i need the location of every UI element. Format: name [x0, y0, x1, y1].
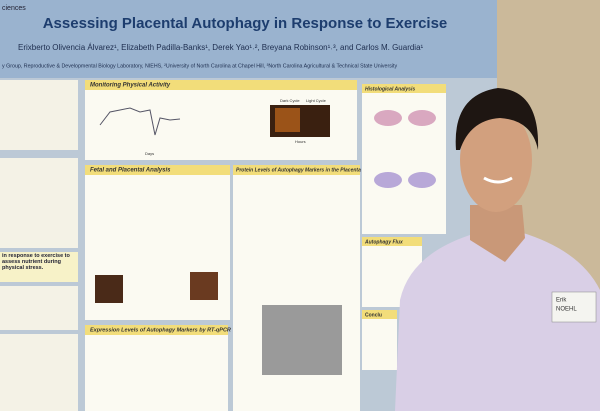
image: [190, 272, 218, 300]
section-title: Expression Levels of Autophagy Markers b…: [90, 327, 231, 333]
hair: [455, 88, 539, 150]
section-title: Histological Analysis: [365, 86, 415, 92]
name-tag: [551, 291, 597, 323]
panel-header: [233, 165, 360, 175]
panel-header: [362, 310, 397, 319]
title-bar: [0, 0, 497, 78]
image: [95, 275, 123, 303]
name-tag-text: NOEHL: [556, 307, 577, 313]
tissue: [374, 172, 402, 188]
panel: [85, 325, 228, 411]
neck: [470, 205, 525, 262]
left-note-box: in response to exercise to assess nutrie…: [2, 253, 70, 271]
panel-header: [85, 325, 228, 335]
section-title: Conclu: [365, 312, 382, 318]
section-title: Protein Levels of Autophagy Markers in t…: [236, 167, 361, 173]
section-title: Monitoring Physical Activity: [90, 83, 171, 89]
panel: [0, 334, 78, 411]
tissue: [408, 110, 436, 126]
panel-header: [362, 84, 446, 93]
panel: [362, 310, 397, 370]
axis-label: Hours: [295, 139, 306, 144]
face: [460, 108, 532, 212]
panel: [0, 80, 78, 150]
poster-title: Assessing Placental Autophagy in Respons…: [43, 15, 448, 32]
axis-label: Days: [145, 151, 154, 156]
section-title: Fetal and Placental Analysis: [90, 168, 171, 174]
panel-header: [362, 237, 422, 246]
shirt: [395, 232, 600, 411]
heatmap-band: [275, 108, 300, 132]
panel: [0, 158, 78, 248]
activity-line: [99, 107, 181, 136]
panel: [0, 252, 78, 282]
legend-label: Light Cycle: [306, 98, 327, 103]
blot: [262, 305, 342, 375]
tissue: [374, 110, 402, 126]
tissue: [408, 172, 436, 188]
section-title: Autophagy Flux: [364, 239, 403, 245]
name-tag-text: Erik: [556, 298, 567, 304]
panel: [362, 84, 446, 234]
authors: Erixberto Olivencia Álvarez¹, Elizabeth …: [18, 43, 424, 52]
left-note: in response to exercise to assess nutrie…: [2, 253, 70, 271]
legend-label: Dark Cycle: [280, 98, 300, 103]
affiliations: y Group, Reproductive & Developmental Bi…: [2, 63, 398, 69]
corner-text: ciences: [2, 5, 26, 12]
panel-header: [85, 80, 357, 90]
panel-header: [85, 165, 230, 175]
smile: [483, 176, 513, 184]
panel: [0, 286, 78, 330]
